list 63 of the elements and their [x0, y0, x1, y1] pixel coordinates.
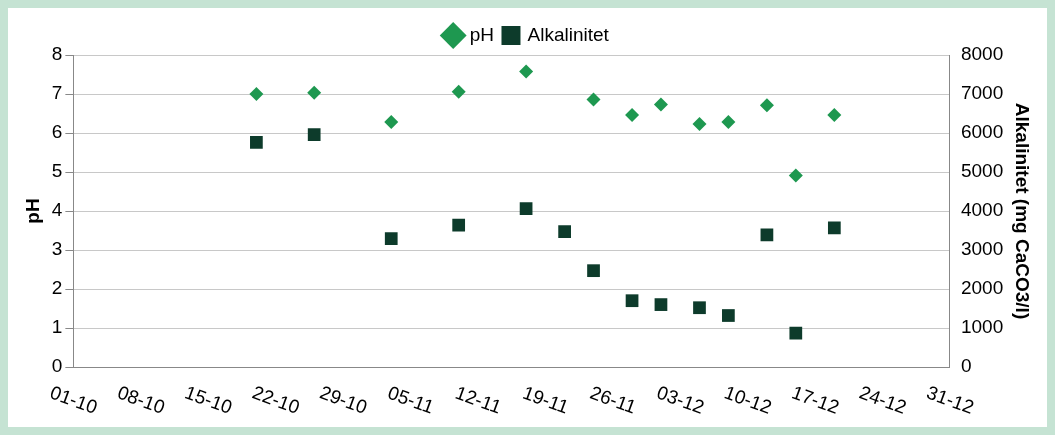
- point: [693, 301, 706, 315]
- y2-axis-title: Alkalinitet (mg CaCO3/l): [1012, 102, 1034, 320]
- x-tick-label: 24-12: [856, 381, 910, 418]
- y-tick-label: 5: [51, 160, 63, 182]
- legend-label: pH: [469, 23, 494, 45]
- point: [519, 64, 534, 79]
- x-tick-label: 17-12: [789, 381, 842, 418]
- x-tick-label: 19-11: [520, 381, 572, 418]
- y-tick-label: 4: [51, 199, 63, 221]
- y-tick-label: 2: [51, 277, 63, 299]
- point: [721, 115, 736, 130]
- y2-tick-label: 2000: [960, 277, 1004, 299]
- y2-tick-label: 4000: [960, 199, 1004, 221]
- point: [250, 136, 263, 149]
- y2-tick-label: 0: [960, 355, 972, 377]
- point: [625, 108, 640, 123]
- point: [519, 202, 533, 216]
- point: [586, 92, 601, 107]
- point: [654, 298, 668, 311]
- point: [384, 115, 399, 130]
- point: [451, 84, 466, 99]
- point: [653, 97, 668, 112]
- point: [558, 225, 571, 239]
- y-axis-title: pH: [21, 198, 43, 224]
- y2-tick-label: 3000: [960, 238, 1004, 260]
- x-tick-label: 12-11: [452, 381, 505, 418]
- x-tick-label: 05-11: [385, 381, 437, 418]
- point: [827, 108, 842, 123]
- x-tick-label: 31-12: [923, 381, 977, 418]
- y2-tick-label: 7000: [960, 82, 1004, 104]
- y-tick-label: 3: [51, 238, 63, 260]
- point: [692, 117, 707, 132]
- y2-tick-label: 8000: [960, 43, 1004, 65]
- x-tick-label: 01-10: [47, 381, 101, 418]
- point: [760, 228, 774, 242]
- y-tick-label: 7: [51, 82, 63, 104]
- x-tick-label: 03-12: [654, 381, 708, 418]
- point: [759, 98, 774, 113]
- point: [307, 128, 321, 141]
- point: [307, 85, 322, 100]
- x-tick-label: 15-10: [182, 381, 236, 418]
- x-tick-label: 26-11: [587, 381, 639, 418]
- point: [625, 294, 639, 308]
- point: [788, 168, 803, 183]
- y2-tick-label: 1000: [960, 316, 1004, 338]
- point: [789, 326, 803, 340]
- x-tick-label: 08-10: [114, 381, 168, 418]
- y2-tick-label: 6000: [960, 121, 1004, 143]
- point: [827, 221, 841, 235]
- point: [452, 218, 466, 232]
- y2-tick-label: 5000: [960, 160, 1004, 182]
- y-tick-label: 6: [51, 121, 63, 143]
- y-tick-label: 0: [51, 355, 63, 377]
- point: [384, 232, 398, 246]
- point: [722, 309, 735, 322]
- x-tick-label: 29-10: [317, 381, 370, 418]
- legend-label: Alkalinitet: [527, 23, 610, 45]
- y-tick-label: 1: [51, 316, 63, 338]
- point: [249, 87, 264, 101]
- point: [587, 264, 600, 278]
- x-tick-label: 10-12: [721, 381, 775, 418]
- y-tick-label: 8: [51, 43, 63, 65]
- x-tick-label: 22-10: [249, 381, 303, 418]
